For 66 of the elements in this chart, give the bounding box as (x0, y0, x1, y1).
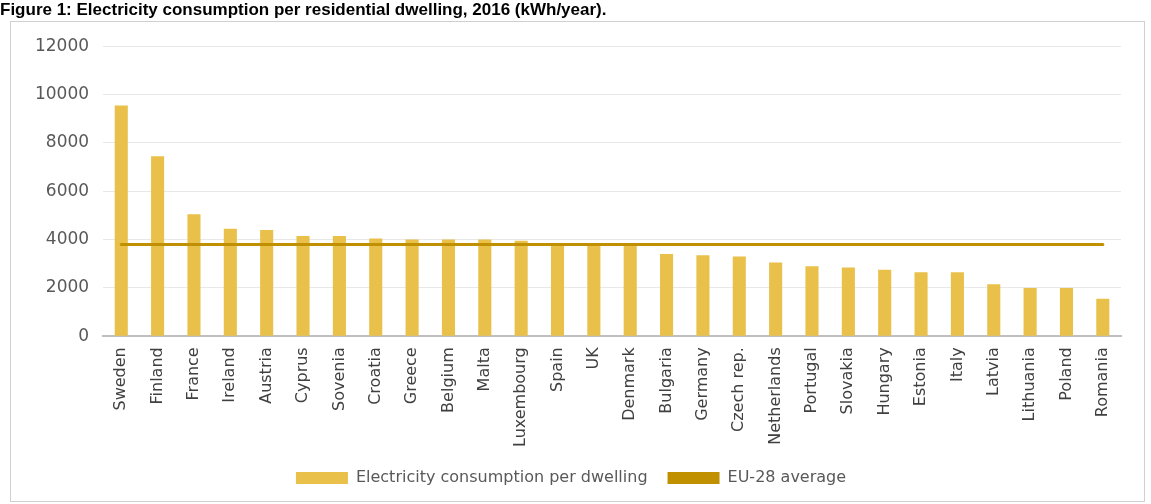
x-tick-label: Portugal (801, 347, 821, 414)
bar (478, 239, 492, 336)
y-tick-label: 0 (78, 324, 90, 345)
x-tick-label: Netherlands (764, 347, 784, 445)
bar (696, 255, 710, 336)
x-tick-label: Luxembourg (510, 347, 530, 447)
x-tick-label: Denmark (619, 346, 639, 421)
bar (114, 105, 128, 336)
x-tick-label: Hungary (873, 347, 893, 416)
bar (441, 239, 455, 336)
x-tick-label: Sweden (110, 347, 130, 411)
legend-label: EU-28 average (727, 467, 847, 487)
bar (660, 254, 674, 336)
x-tick-label: Latvia (982, 347, 1002, 396)
bar (950, 272, 964, 336)
y-tick-label: 12000 (34, 34, 90, 55)
y-tick-label: 2000 (45, 276, 90, 297)
x-tick-label: Finland (146, 347, 166, 405)
bar (987, 284, 1001, 336)
bar (296, 235, 310, 336)
x-tick-label: Romania (1091, 347, 1111, 418)
x-tick-label: Slovakia (837, 347, 857, 415)
x-tick-label: Estonia (910, 347, 930, 407)
bar (1096, 298, 1110, 336)
x-tick-label: Bulgaria (655, 347, 675, 414)
bar (587, 244, 601, 336)
bar (769, 262, 783, 336)
bar (1023, 287, 1037, 336)
y-tick-label: 10000 (34, 82, 90, 103)
bar (914, 272, 928, 336)
bar (369, 238, 383, 336)
x-tick-label: Cyprus (292, 347, 312, 404)
x-tick-label: Poland (1055, 347, 1075, 401)
bar (878, 269, 892, 336)
x-tick-label: Germany (692, 347, 712, 421)
x-tick-label: France (183, 347, 203, 401)
bar (514, 240, 528, 336)
x-tick-label: Italy (946, 347, 966, 382)
x-tick-label: Austria (255, 347, 275, 404)
chart-title: Figure 1: Electricity consumption per residential dwelling, 2016 (kWh/year). (0, 0, 607, 20)
legend-label: Electricity consumption per dwelling (355, 467, 648, 487)
x-tick-label: Lithuania (1019, 347, 1039, 422)
x-tick-label: Sovenia (328, 347, 348, 411)
x-tick-label: Greece (401, 347, 421, 405)
bar (332, 235, 346, 336)
bar (187, 214, 201, 336)
bar (151, 156, 165, 336)
x-tick-label: Croatia (364, 347, 384, 405)
bar (260, 229, 274, 336)
bar (1059, 287, 1074, 336)
x-tick-label: Spain (546, 347, 566, 392)
bar (732, 256, 746, 336)
bar (805, 266, 819, 336)
y-tick-label: 8000 (45, 131, 90, 152)
x-tick-label: Malta (473, 347, 493, 392)
bar (405, 239, 419, 336)
bar (223, 228, 237, 336)
bar (623, 244, 637, 336)
x-tick-label: Ireland (219, 347, 239, 403)
y-tick-label: 6000 (45, 179, 90, 200)
x-tick-label: UK (583, 346, 603, 370)
bar (550, 244, 565, 336)
y-tick-label: 4000 (45, 228, 90, 249)
x-tick-label: Belgium (437, 347, 457, 413)
bar (841, 267, 855, 336)
x-tick-label: Czech rep. (728, 347, 748, 433)
